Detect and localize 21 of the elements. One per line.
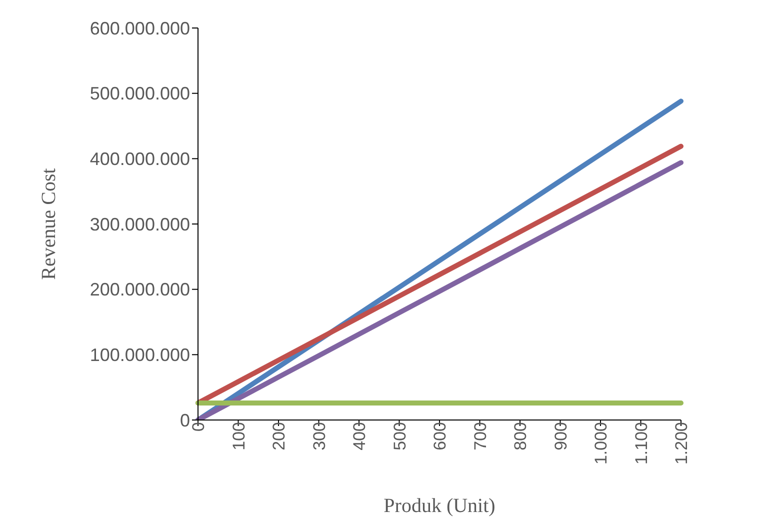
x-tick-label: 500 bbox=[390, 422, 410, 450]
y-tick-label: 300.000.000 bbox=[90, 214, 190, 234]
x-tick-label: 100 bbox=[229, 422, 248, 450]
x-tick-label: 1.100 bbox=[632, 422, 651, 465]
y-tick-label: 100.000.000 bbox=[90, 345, 190, 366]
x-tick-label: 1.000 bbox=[592, 422, 611, 465]
y-tick-label: 400.000.000 bbox=[90, 149, 190, 170]
y-tick-label: 200.000.000 bbox=[90, 280, 190, 300]
x-tick-label: 800 bbox=[511, 422, 530, 450]
x-tick-label: 700 bbox=[470, 422, 490, 450]
x-tick-label: 600 bbox=[430, 422, 450, 450]
x-tick-label: 400 bbox=[350, 422, 370, 450]
x-tick-label: 300 bbox=[310, 422, 329, 450]
y-axis-title: Revenue Cost bbox=[38, 168, 60, 280]
y-tick-label: 600.000.000 bbox=[90, 18, 190, 38]
y-tick-label: 500.000.000 bbox=[90, 84, 190, 104]
x-axis-title: Produk (Unit) bbox=[384, 495, 496, 517]
x-tick-label: 900 bbox=[551, 422, 570, 450]
x-tick-label: 0 bbox=[189, 422, 208, 432]
x-tick-label: 1.200 bbox=[672, 422, 692, 465]
x-tick-label: 200 bbox=[270, 422, 289, 450]
